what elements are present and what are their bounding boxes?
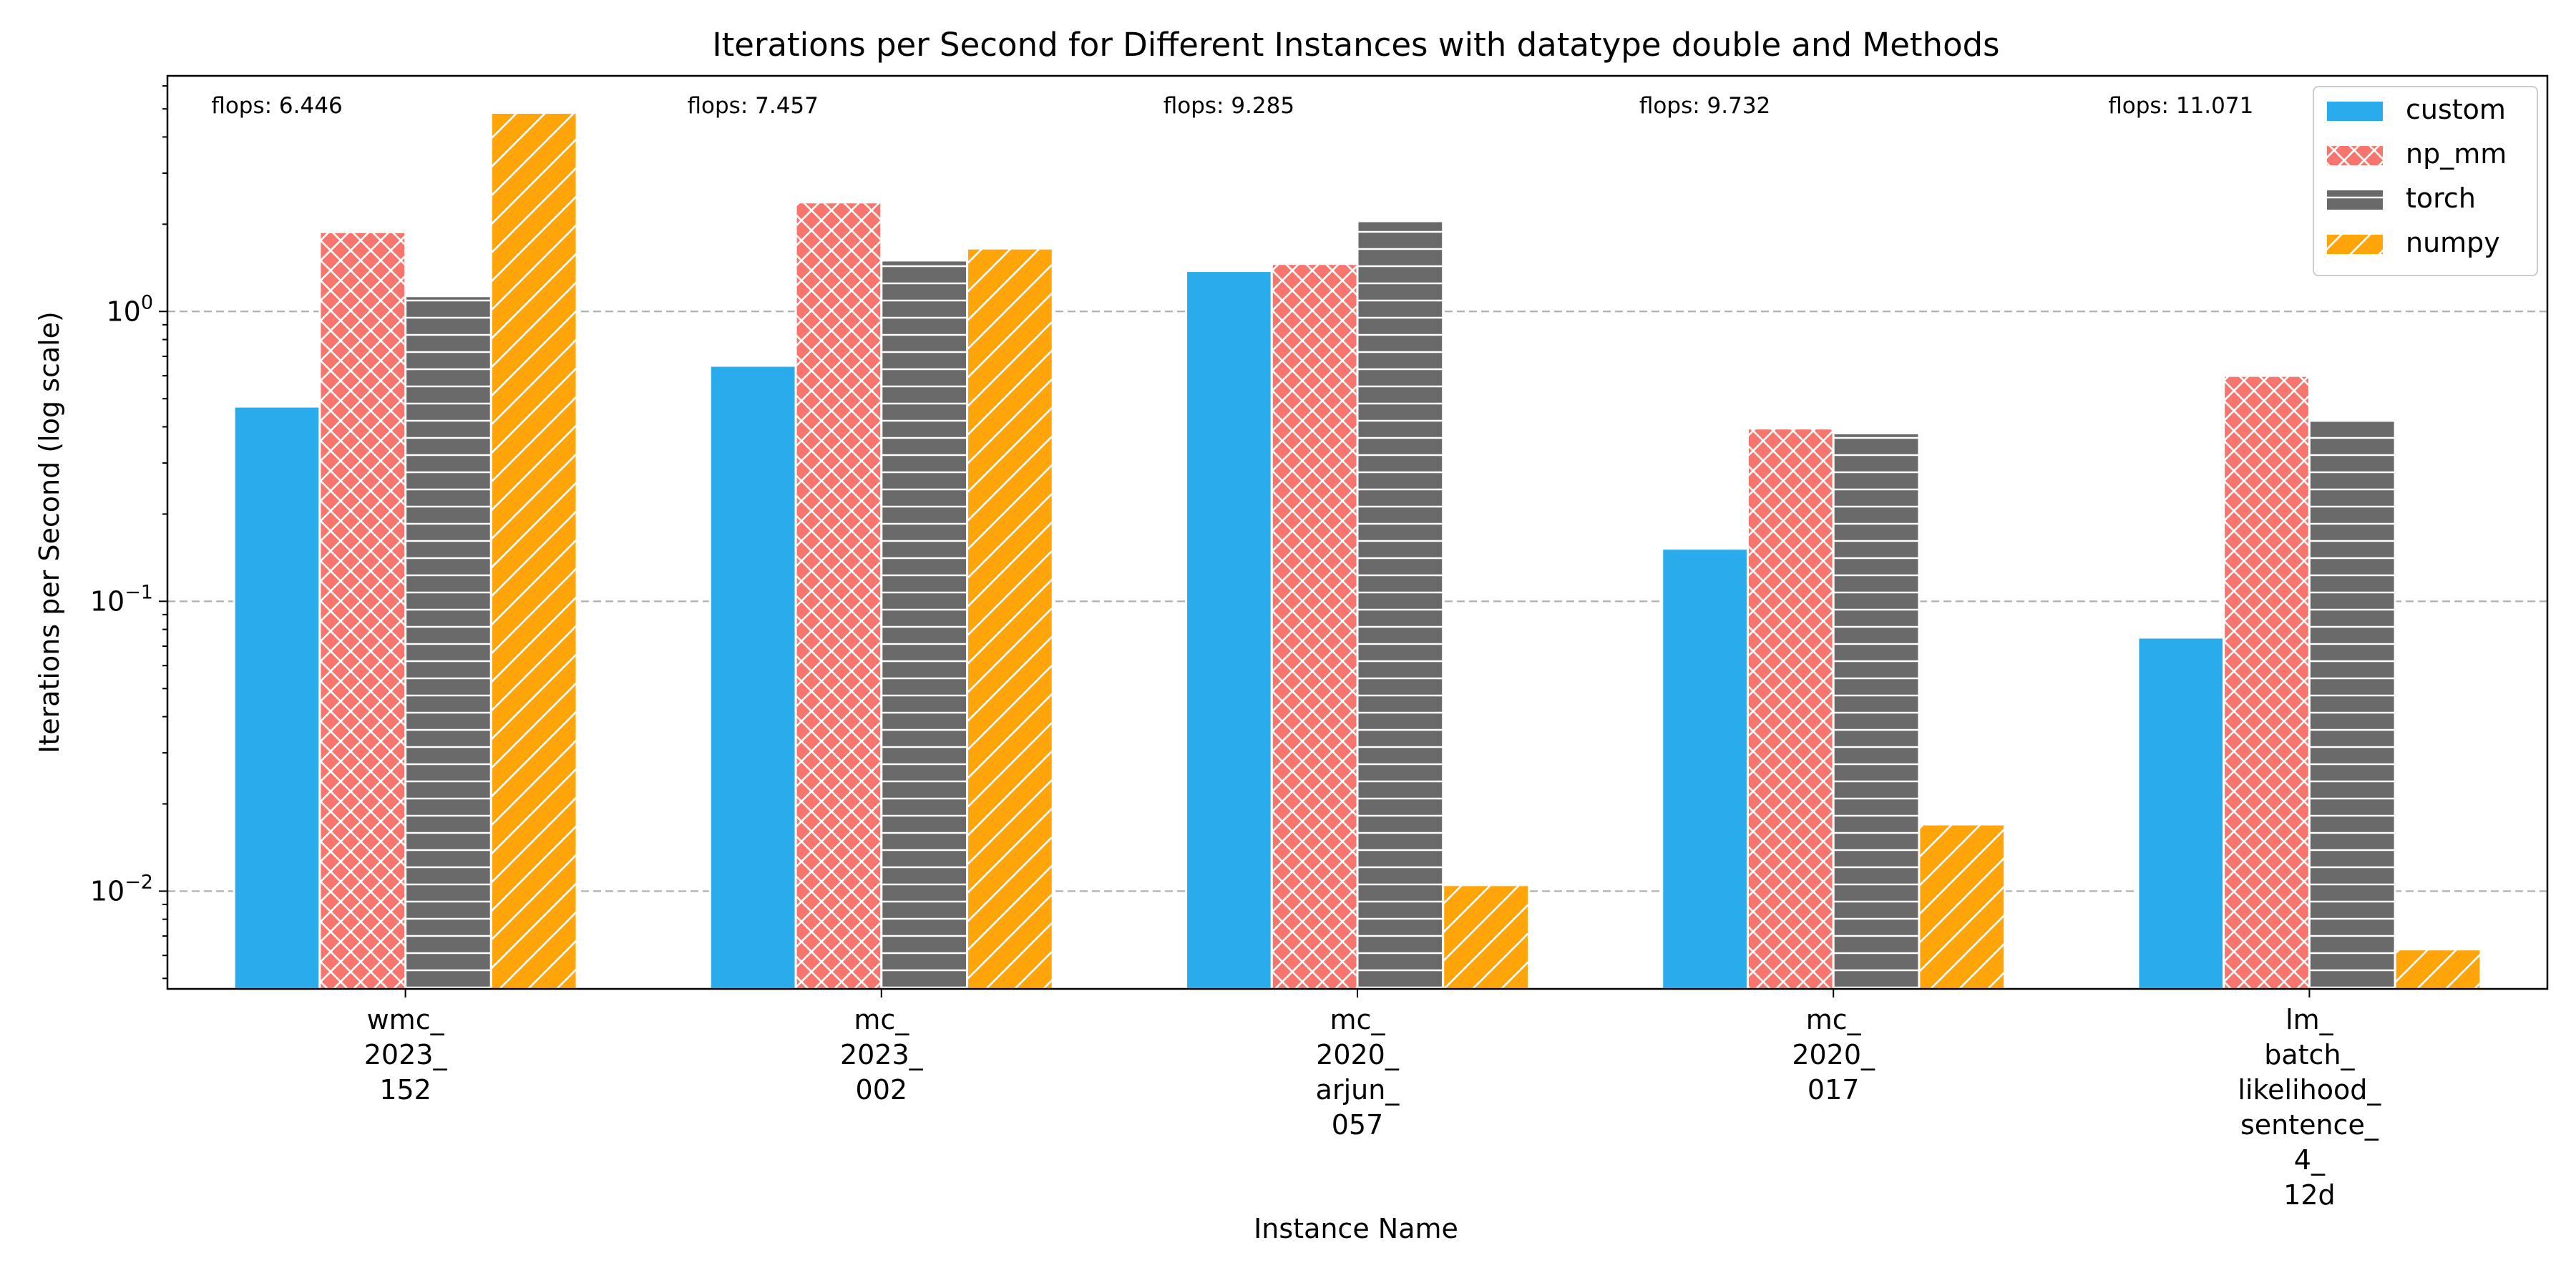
bar-custom [1661, 547, 1749, 989]
bar-hatch-torch [2309, 420, 2396, 989]
x-tick-label: likelihood_ [2238, 1074, 2381, 1106]
bar-hatch-np_mm [319, 232, 406, 989]
legend-label-np_mm: np_mm [2406, 138, 2507, 170]
x-tick-label: sentence_ [2240, 1109, 2379, 1141]
x-tick-label: 017 [1807, 1074, 1860, 1106]
x-tick-label: mc_ [1330, 1004, 1386, 1035]
legend-swatch-hatch [2327, 146, 2383, 165]
bar-hatch-np_mm [1747, 428, 1834, 989]
x-tick-label: lm_ [2285, 1004, 2334, 1035]
legend-frame [2313, 86, 2538, 276]
x-tick-label: wmc_ [367, 1004, 445, 1035]
bar-hatch-np_mm [1272, 263, 1357, 989]
legend-label-custom: custom [2406, 94, 2506, 125]
legend-swatch-hatch [2327, 235, 2383, 254]
x-tick-label: mc_ [854, 1004, 909, 1035]
y-tick-label: 10−1 [90, 581, 153, 617]
flops-label: flops: 11.071 [2108, 93, 2253, 119]
x-tick-label: 152 [379, 1074, 431, 1106]
bar-hatch-torch [881, 260, 967, 989]
bar-custom [708, 364, 797, 989]
chart-title: Iterations per Second for Different Inst… [712, 26, 1999, 64]
flops-label: flops: 7.457 [688, 93, 819, 119]
bar-hatch-numpy [967, 248, 1053, 989]
flops-label: flops: 9.285 [1163, 93, 1294, 119]
bar-hatch-numpy [1443, 884, 1529, 989]
x-tick-label: 2020_ [1792, 1039, 1875, 1070]
legend-swatch-hatch [2327, 190, 2383, 210]
y-tick-label: 10−2 [90, 871, 153, 907]
x-tick-label: 2023_ [840, 1039, 924, 1070]
x-tick-label: 002 [856, 1074, 908, 1106]
bar-hatch-np_mm [796, 202, 882, 989]
bar-hatch-numpy [491, 112, 577, 989]
x-tick-label: mc_ [1806, 1004, 1862, 1035]
y-tick-label: 100 [106, 291, 153, 327]
x-axis-label: Instance Name [1254, 1213, 1458, 1244]
flops-label: flops: 6.446 [211, 93, 342, 119]
bar-hatch-np_mm [2223, 376, 2310, 989]
bar-custom [1185, 270, 1273, 989]
legend-label-torch: torch [2406, 182, 2476, 214]
x-tick-label: 4_ [2294, 1144, 2326, 1176]
x-tick-label: 12d [2283, 1179, 2335, 1211]
flops-label: flops: 9.732 [1639, 93, 1770, 119]
bar-hatch-torch [1357, 220, 1443, 989]
x-tick-label: 2020_ [1316, 1039, 1400, 1070]
x-tick-label: 057 [1332, 1109, 1384, 1141]
legend-swatch-custom [2327, 102, 2383, 121]
legend-label-numpy: numpy [2406, 227, 2500, 258]
y-axis: 10−2 10−1 100 [90, 85, 167, 980]
flops-annotations: flops: 6.446 flops: 7.457 flops: 9.285 flop… [211, 93, 2253, 119]
x-tick-label: batch_ [2264, 1039, 2355, 1070]
x-tick-label: arjun_ [1316, 1074, 1400, 1106]
bar-custom [2137, 636, 2225, 989]
bar-hatch-numpy [2395, 949, 2481, 989]
y-axis-label: Iterations per Second (log scale) [34, 311, 65, 753]
bar-hatch-torch [1833, 433, 1919, 989]
bar-hatch-torch [405, 296, 492, 989]
bar-custom [233, 405, 321, 989]
bars [233, 112, 2482, 989]
bar-hatch-numpy [1918, 824, 2005, 989]
x-axis: wmc_ 2023_ 152 mc_ 2023_ 002 mc_ 2020_ arjun_057… [364, 989, 2381, 1211]
x-tick-label: 2023_ [364, 1039, 448, 1070]
